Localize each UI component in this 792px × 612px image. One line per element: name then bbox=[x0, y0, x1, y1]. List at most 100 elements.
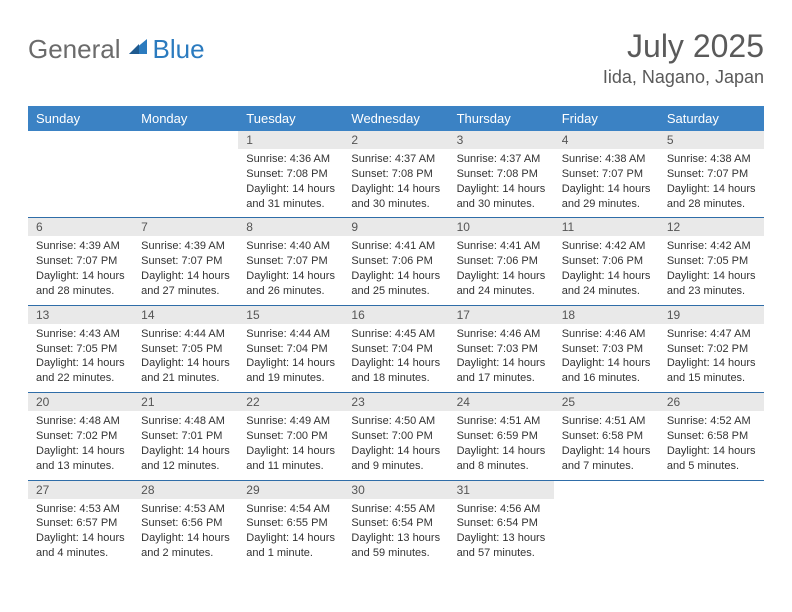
day-body: Sunrise: 4:40 AMSunset: 7:07 PMDaylight:… bbox=[238, 236, 343, 304]
logo-text-general: General bbox=[28, 34, 121, 65]
daylight-line: Daylight: 14 hours and 24 minutes. bbox=[457, 269, 546, 299]
day-cell: 25Sunrise: 4:51 AMSunset: 6:58 PMDayligh… bbox=[554, 393, 659, 480]
daylight-line: Daylight: 14 hours and 31 minutes. bbox=[246, 182, 335, 212]
day-cell: 17Sunrise: 4:46 AMSunset: 7:03 PMDayligh… bbox=[449, 305, 554, 392]
sunset-line: Sunset: 7:04 PM bbox=[246, 342, 335, 357]
day-number: 23 bbox=[343, 393, 448, 411]
daylight-line: Daylight: 14 hours and 18 minutes. bbox=[351, 356, 440, 386]
day-cell: 1Sunrise: 4:36 AMSunset: 7:08 PMDaylight… bbox=[238, 131, 343, 218]
day-number: 4 bbox=[554, 131, 659, 149]
sunset-line: Sunset: 7:06 PM bbox=[351, 254, 440, 269]
sunrise-line: Sunrise: 4:42 AM bbox=[667, 239, 756, 254]
month-title: July 2025 bbox=[603, 28, 764, 65]
day-body: Sunrise: 4:56 AMSunset: 6:54 PMDaylight:… bbox=[449, 499, 554, 567]
sunrise-line: Sunrise: 4:39 AM bbox=[36, 239, 125, 254]
day-cell: 19Sunrise: 4:47 AMSunset: 7:02 PMDayligh… bbox=[659, 305, 764, 392]
sunrise-line: Sunrise: 4:38 AM bbox=[667, 152, 756, 167]
calendar-table: Sunday Monday Tuesday Wednesday Thursday… bbox=[28, 106, 764, 567]
day-cell: 31Sunrise: 4:56 AMSunset: 6:54 PMDayligh… bbox=[449, 480, 554, 567]
day-body: Sunrise: 4:51 AMSunset: 6:59 PMDaylight:… bbox=[449, 411, 554, 479]
day-body: Sunrise: 4:52 AMSunset: 6:58 PMDaylight:… bbox=[659, 411, 764, 479]
day-body: Sunrise: 4:46 AMSunset: 7:03 PMDaylight:… bbox=[449, 324, 554, 392]
day-number: 16 bbox=[343, 306, 448, 324]
daylight-line: Daylight: 14 hours and 16 minutes. bbox=[562, 356, 651, 386]
sunrise-line: Sunrise: 4:56 AM bbox=[457, 502, 546, 517]
week-row: 20Sunrise: 4:48 AMSunset: 7:02 PMDayligh… bbox=[28, 393, 764, 480]
sunset-line: Sunset: 7:07 PM bbox=[246, 254, 335, 269]
daylight-line: Daylight: 14 hours and 30 minutes. bbox=[351, 182, 440, 212]
location: Iida, Nagano, Japan bbox=[603, 67, 764, 88]
sunrise-line: Sunrise: 4:47 AM bbox=[667, 327, 756, 342]
daylight-line: Daylight: 14 hours and 25 minutes. bbox=[351, 269, 440, 299]
day-cell: 28Sunrise: 4:53 AMSunset: 6:56 PMDayligh… bbox=[133, 480, 238, 567]
day-number: 2 bbox=[343, 131, 448, 149]
day-cell: 8Sunrise: 4:40 AMSunset: 7:07 PMDaylight… bbox=[238, 218, 343, 305]
day-body: Sunrise: 4:39 AMSunset: 7:07 PMDaylight:… bbox=[133, 236, 238, 304]
sunrise-line: Sunrise: 4:51 AM bbox=[562, 414, 651, 429]
day-number: 28 bbox=[133, 481, 238, 499]
daylight-line: Daylight: 14 hours and 27 minutes. bbox=[141, 269, 230, 299]
logo: General Blue bbox=[28, 28, 205, 65]
sunset-line: Sunset: 7:06 PM bbox=[457, 254, 546, 269]
daylight-line: Daylight: 14 hours and 13 minutes. bbox=[36, 444, 125, 474]
sunrise-line: Sunrise: 4:53 AM bbox=[36, 502, 125, 517]
sunrise-line: Sunrise: 4:38 AM bbox=[562, 152, 651, 167]
sunset-line: Sunset: 7:07 PM bbox=[36, 254, 125, 269]
day-cell: 5Sunrise: 4:38 AMSunset: 7:07 PMDaylight… bbox=[659, 131, 764, 218]
day-body: Sunrise: 4:42 AMSunset: 7:05 PMDaylight:… bbox=[659, 236, 764, 304]
sunset-line: Sunset: 7:08 PM bbox=[246, 167, 335, 182]
daylight-line: Daylight: 14 hours and 19 minutes. bbox=[246, 356, 335, 386]
day-body: Sunrise: 4:50 AMSunset: 7:00 PMDaylight:… bbox=[343, 411, 448, 479]
sunset-line: Sunset: 6:54 PM bbox=[351, 516, 440, 531]
sunset-line: Sunset: 6:58 PM bbox=[667, 429, 756, 444]
day-number: 31 bbox=[449, 481, 554, 499]
day-number: 24 bbox=[449, 393, 554, 411]
day-body: Sunrise: 4:38 AMSunset: 7:07 PMDaylight:… bbox=[659, 149, 764, 217]
sunrise-line: Sunrise: 4:45 AM bbox=[351, 327, 440, 342]
day-number: 29 bbox=[238, 481, 343, 499]
daylight-line: Daylight: 13 hours and 59 minutes. bbox=[351, 531, 440, 561]
day-number: 6 bbox=[28, 218, 133, 236]
daylight-line: Daylight: 14 hours and 15 minutes. bbox=[667, 356, 756, 386]
sunset-line: Sunset: 7:05 PM bbox=[667, 254, 756, 269]
day-number: 14 bbox=[133, 306, 238, 324]
day-body: Sunrise: 4:41 AMSunset: 7:06 PMDaylight:… bbox=[449, 236, 554, 304]
col-sunday: Sunday bbox=[28, 106, 133, 131]
daylight-line: Daylight: 14 hours and 8 minutes. bbox=[457, 444, 546, 474]
day-number: 25 bbox=[554, 393, 659, 411]
day-body: Sunrise: 4:45 AMSunset: 7:04 PMDaylight:… bbox=[343, 324, 448, 392]
day-number: 26 bbox=[659, 393, 764, 411]
day-number: 21 bbox=[133, 393, 238, 411]
daylight-line: Daylight: 14 hours and 22 minutes. bbox=[36, 356, 125, 386]
day-number: 27 bbox=[28, 481, 133, 499]
col-tuesday: Tuesday bbox=[238, 106, 343, 131]
day-number: 3 bbox=[449, 131, 554, 149]
day-body: Sunrise: 4:44 AMSunset: 7:04 PMDaylight:… bbox=[238, 324, 343, 392]
day-body: Sunrise: 4:47 AMSunset: 7:02 PMDaylight:… bbox=[659, 324, 764, 392]
day-cell bbox=[28, 131, 133, 218]
sunrise-line: Sunrise: 4:41 AM bbox=[457, 239, 546, 254]
day-cell: 13Sunrise: 4:43 AMSunset: 7:05 PMDayligh… bbox=[28, 305, 133, 392]
day-cell bbox=[554, 480, 659, 567]
day-body: Sunrise: 4:41 AMSunset: 7:06 PMDaylight:… bbox=[343, 236, 448, 304]
sunset-line: Sunset: 6:58 PM bbox=[562, 429, 651, 444]
daylight-line: Daylight: 14 hours and 30 minutes. bbox=[457, 182, 546, 212]
day-cell: 22Sunrise: 4:49 AMSunset: 7:00 PMDayligh… bbox=[238, 393, 343, 480]
sunrise-line: Sunrise: 4:48 AM bbox=[36, 414, 125, 429]
sunset-line: Sunset: 7:00 PM bbox=[351, 429, 440, 444]
day-number: 5 bbox=[659, 131, 764, 149]
daylight-line: Daylight: 14 hours and 5 minutes. bbox=[667, 444, 756, 474]
day-number: 22 bbox=[238, 393, 343, 411]
day-cell: 7Sunrise: 4:39 AMSunset: 7:07 PMDaylight… bbox=[133, 218, 238, 305]
day-cell: 11Sunrise: 4:42 AMSunset: 7:06 PMDayligh… bbox=[554, 218, 659, 305]
day-cell: 2Sunrise: 4:37 AMSunset: 7:08 PMDaylight… bbox=[343, 131, 448, 218]
day-cell: 20Sunrise: 4:48 AMSunset: 7:02 PMDayligh… bbox=[28, 393, 133, 480]
day-cell: 18Sunrise: 4:46 AMSunset: 7:03 PMDayligh… bbox=[554, 305, 659, 392]
sunrise-line: Sunrise: 4:46 AM bbox=[562, 327, 651, 342]
day-body: Sunrise: 4:53 AMSunset: 6:57 PMDaylight:… bbox=[28, 499, 133, 567]
day-cell: 26Sunrise: 4:52 AMSunset: 6:58 PMDayligh… bbox=[659, 393, 764, 480]
logo-sail-icon bbox=[126, 36, 150, 63]
daylight-line: Daylight: 14 hours and 29 minutes. bbox=[562, 182, 651, 212]
day-cell: 16Sunrise: 4:45 AMSunset: 7:04 PMDayligh… bbox=[343, 305, 448, 392]
day-cell: 30Sunrise: 4:55 AMSunset: 6:54 PMDayligh… bbox=[343, 480, 448, 567]
